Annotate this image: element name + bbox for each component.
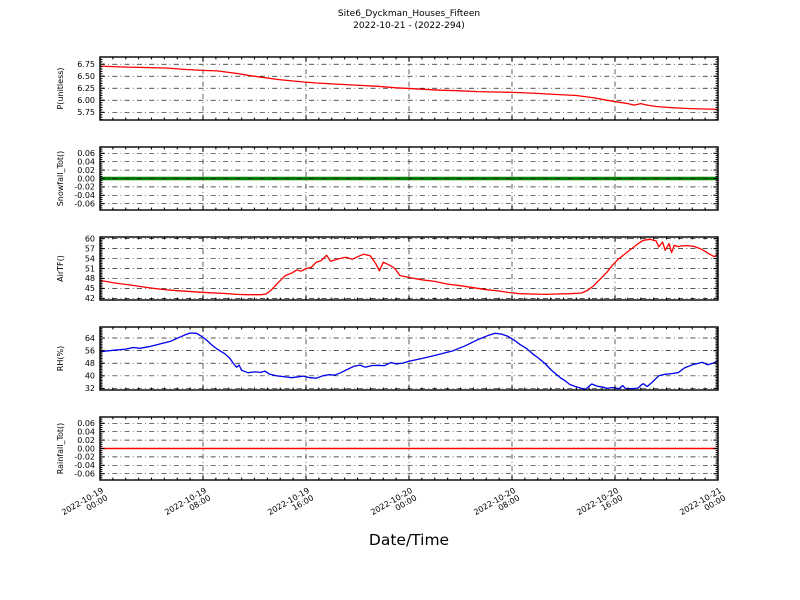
y-tick-label: 51 [85,264,95,273]
y-tick-label: -0.04 [74,461,95,470]
ticks [99,326,719,391]
series-line-rh [99,332,719,391]
x-axis-title: Date/Time [368,531,450,549]
series-line-p-unitless [99,65,719,111]
y-tick-label: -0.06 [74,200,95,209]
y-tick-label: -0.04 [74,191,95,200]
y-axis-label: AirTF() [56,255,65,282]
y-tick-label: 32 [85,384,95,393]
y-axis-label: P(unitless) [56,67,65,109]
y-tick-label: 54 [85,254,95,263]
x-tick-label: 2022-10-1916:00 [266,486,315,524]
x-tick-label: 2022-10-2016:00 [575,486,624,524]
panel-snowfall-tot: -0.06-0.04-0.020.000.020.040.06 Snowfall_… [56,146,719,211]
y-tick-label: 48 [85,359,95,368]
y-tick-label: 0.02 [77,166,95,175]
x-tick-label: 2022-10-2008:00 [472,486,521,524]
chart-title: Site6_Dyckman_Houses_Fifteen 2022-10-21 … [9,9,800,32]
ticks [99,146,719,211]
y-tick-label: 45 [85,284,95,293]
y-tick-label: 64 [85,334,95,343]
y-tick-label: -0.06 [74,470,95,479]
gridlines [100,237,718,300]
panel-rh: 32 40 48 56 64 RH(%) [56,326,719,393]
panel-p-unitless: 5.75 6.00 6.25 6.50 6.75 P(unitless) [56,56,719,121]
chart-title-line2: 2022-10-21 - (2022-294) [353,20,465,31]
y-tick-label: 6.00 [77,96,95,105]
y-tick-label: 0.04 [77,428,95,437]
y-tick-label: 48 [85,274,95,283]
y-tick-label: 0.06 [77,419,95,428]
y-tick-label: -0.02 [74,183,95,192]
y-tick-label: 6.50 [77,72,95,81]
y-tick-label: -0.02 [74,453,95,462]
gridlines [100,147,718,210]
y-axis-label: RH(%) [56,346,65,371]
y-tick-label: 60 [85,234,95,243]
x-tick-label: 2022-10-1900:00 [60,486,109,524]
y-tick-label: 0.02 [77,436,95,445]
series-line-airtf [99,238,719,296]
ticks [99,236,719,301]
y-tick-label: 42 [85,294,95,303]
y-tick-label: 0.00 [77,444,95,453]
y-tick-label: 6.25 [77,84,95,93]
chart-title-line1: Site6_Dyckman_Houses_Fifteen [337,9,481,19]
y-tick-label: 0.06 [77,149,95,158]
ticks [99,56,719,121]
y-tick-label: 6.75 [77,60,95,69]
y-tick-label: 5.75 [77,108,95,117]
y-tick-label: 40 [85,372,95,381]
gridlines [100,327,718,390]
ticks [99,416,719,481]
x-tick-label: 2022-10-1908:00 [163,486,212,524]
x-tick-label: 2022-10-2100:00 [678,486,727,524]
y-tick-label: 0.00 [77,174,95,183]
panel-rainfall-tot: -0.06-0.04-0.020.000.020.040.06 Rainfall_… [56,416,727,524]
y-axis-label: Snowfall_Tot() [56,151,65,207]
y-axis-label: Rainfall_Tot() [56,423,65,475]
y-tick-label: 56 [85,346,95,355]
y-tick-label: 57 [85,244,95,253]
x-tick-label: 2022-10-2000:00 [369,486,418,524]
y-tick-label: 0.04 [77,158,95,167]
